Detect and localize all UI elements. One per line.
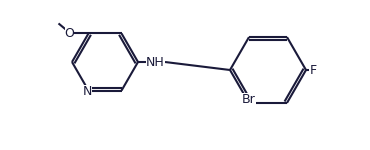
Text: F: F [310,63,317,76]
Text: NH: NH [146,56,165,69]
Text: O: O [65,27,74,40]
Text: N: N [83,85,92,98]
Text: Br: Br [242,93,256,106]
